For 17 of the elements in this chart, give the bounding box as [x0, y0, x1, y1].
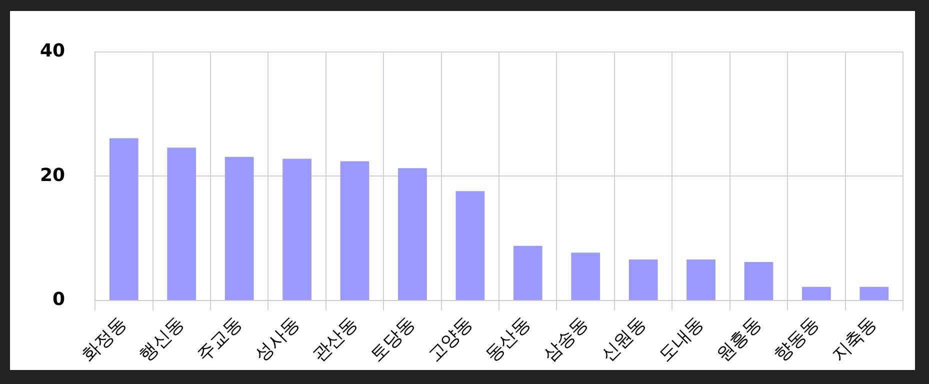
y-tick-label: 40 — [40, 40, 66, 62]
y-tick-label: 20 — [40, 164, 66, 186]
bar — [109, 138, 138, 300]
bar — [456, 191, 485, 300]
bar — [571, 252, 600, 300]
bar — [744, 262, 774, 300]
bar — [282, 158, 312, 300]
bar — [224, 156, 254, 300]
bar — [628, 260, 658, 300]
bar — [860, 286, 889, 300]
bar — [802, 286, 831, 300]
bar — [398, 168, 427, 300]
bar — [167, 148, 196, 300]
bar — [686, 260, 716, 300]
bar — [513, 246, 542, 300]
y-tick-label: 0 — [52, 289, 66, 310]
bar — [340, 161, 370, 300]
